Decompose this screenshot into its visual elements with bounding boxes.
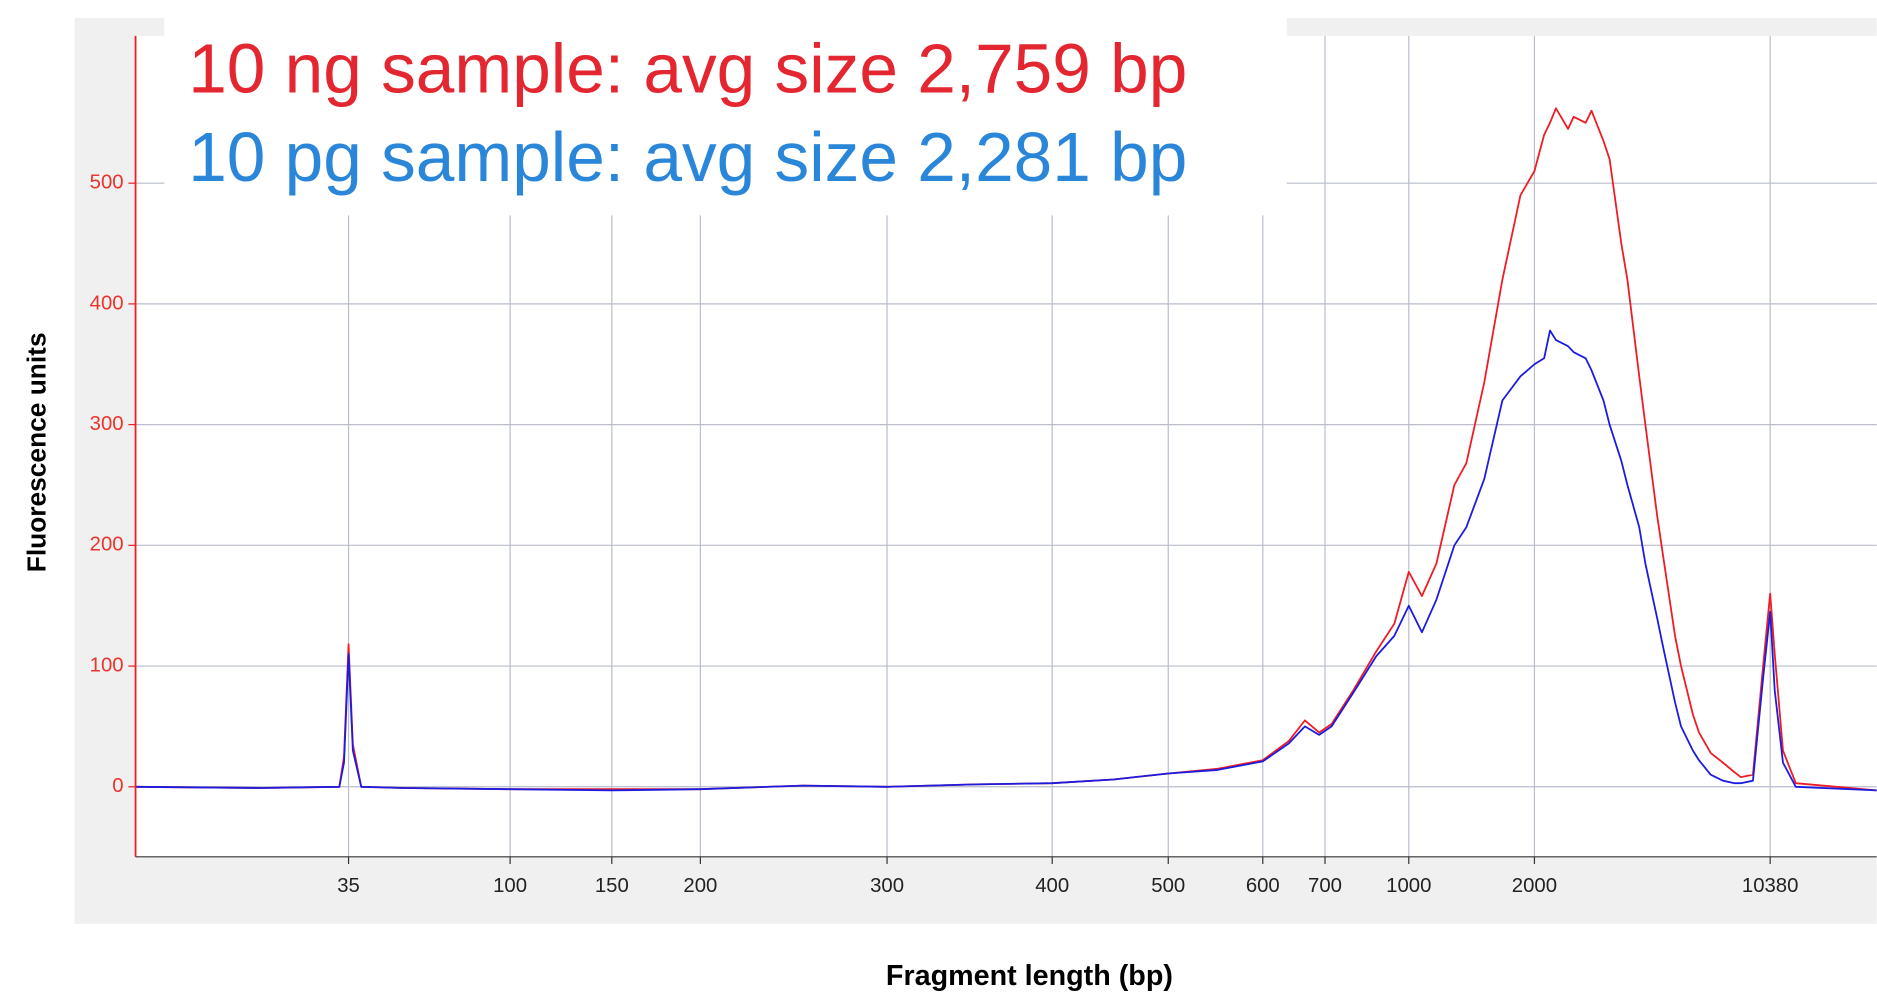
lines xyxy=(135,107,1877,792)
annotation: 10 ng sample: avg size 2,759 bp xyxy=(188,30,1187,108)
y-tick-label: 300 xyxy=(90,413,124,435)
series-line xyxy=(135,329,1877,792)
annotation: 10 pg sample: avg size 2,281 bp xyxy=(188,118,1187,196)
x-tick-label: 1000 xyxy=(1386,875,1431,897)
x-tick-label: 600 xyxy=(1246,875,1280,897)
x-tick-label: 35 xyxy=(337,875,360,897)
y-tick-label: 0 xyxy=(112,775,123,797)
x-tick-label: 500 xyxy=(1151,875,1185,897)
y-axis-title: Fluorescence units xyxy=(22,332,52,572)
x-tick-label: 150 xyxy=(595,875,629,897)
x-tick-label: 300 xyxy=(870,875,904,897)
x-tick-label: 10380 xyxy=(1742,875,1799,897)
x-tick-label: 100 xyxy=(493,875,527,897)
y-tick-label: 100 xyxy=(90,654,124,676)
title-box xyxy=(164,17,1287,216)
x-tick-label: 2000 xyxy=(1512,875,1557,897)
x-tick-label: 400 xyxy=(1035,875,1069,897)
y-tick-label: 200 xyxy=(90,534,124,556)
y-tick-label: 400 xyxy=(90,292,124,314)
x-tick-label: 200 xyxy=(683,875,717,897)
x-tick-label: 700 xyxy=(1308,875,1342,897)
x-axis-title: Fragment length (bp) xyxy=(886,960,1173,992)
y-tick-label: 500 xyxy=(90,172,124,194)
